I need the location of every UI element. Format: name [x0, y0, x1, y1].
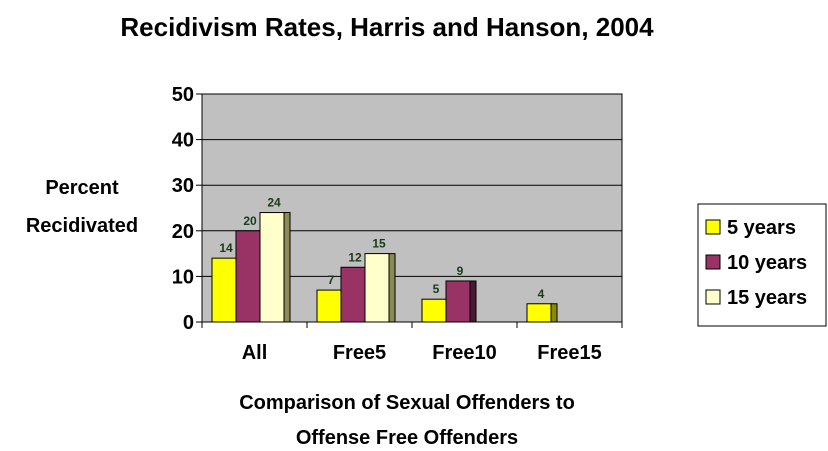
data-label: 5 — [433, 282, 440, 296]
bar — [364, 253, 390, 323]
bar — [526, 303, 552, 323]
y-tick-label: 40 — [172, 130, 194, 152]
bar — [340, 266, 366, 323]
legend-label: 10 years — [727, 252, 807, 274]
data-label: 15 — [372, 237, 386, 251]
y-tick-label: 0 — [183, 312, 194, 334]
y-tick-label: 20 — [172, 221, 194, 243]
legend: 5 years 10 years 15 years — [697, 203, 827, 327]
y-tick-label: 30 — [172, 175, 194, 197]
x-tick-label: All — [242, 342, 268, 364]
data-label: 7 — [328, 273, 335, 287]
y-axis-ticks: 0 10 20 30 40 50 — [172, 84, 202, 334]
data-label: 20 — [243, 214, 257, 228]
y-tick-label: 50 — [172, 84, 194, 106]
bar — [235, 230, 261, 323]
x-axis-label-line-2: Offense Free Offenders — [296, 427, 518, 449]
bar-side — [283, 212, 291, 323]
x-tick-label: Free5 — [333, 342, 386, 364]
chart-title: Recidivism Rates, Harris and Hanson, 200… — [120, 12, 654, 42]
y-axis-label-line-1: Percent — [45, 177, 119, 199]
data-label: 24 — [267, 196, 281, 210]
bar-side — [388, 253, 396, 323]
bars-group — [211, 212, 558, 323]
legend-swatch — [705, 254, 721, 270]
legend-swatch — [705, 289, 721, 305]
data-label: 12 — [348, 250, 362, 264]
data-label: 14 — [219, 241, 233, 255]
bar-side — [469, 280, 477, 323]
legend-swatch — [705, 219, 721, 235]
bar — [445, 280, 471, 323]
bar — [316, 289, 342, 323]
x-tick-label: Free10 — [432, 342, 497, 364]
x-axis-ticks: All Free5 Free10 Free15 — [201, 322, 623, 364]
bar-side — [550, 303, 558, 323]
x-axis-label-line-1: Comparison of Sexual Offenders to — [239, 392, 575, 414]
legend-label: 5 years — [727, 217, 796, 239]
data-label: 4 — [538, 287, 545, 301]
legend-label: 15 years — [727, 287, 807, 309]
data-labels-group: 14 7 5 4 20 12 9 24 15 — [219, 196, 544, 301]
y-tick-label: 10 — [172, 266, 194, 288]
data-label: 9 — [457, 264, 464, 278]
bar — [211, 257, 237, 323]
bar — [421, 298, 447, 323]
bar — [259, 212, 285, 323]
y-axis-label-line-2: Recidivated — [26, 215, 138, 237]
x-tick-label: Free15 — [537, 342, 602, 364]
